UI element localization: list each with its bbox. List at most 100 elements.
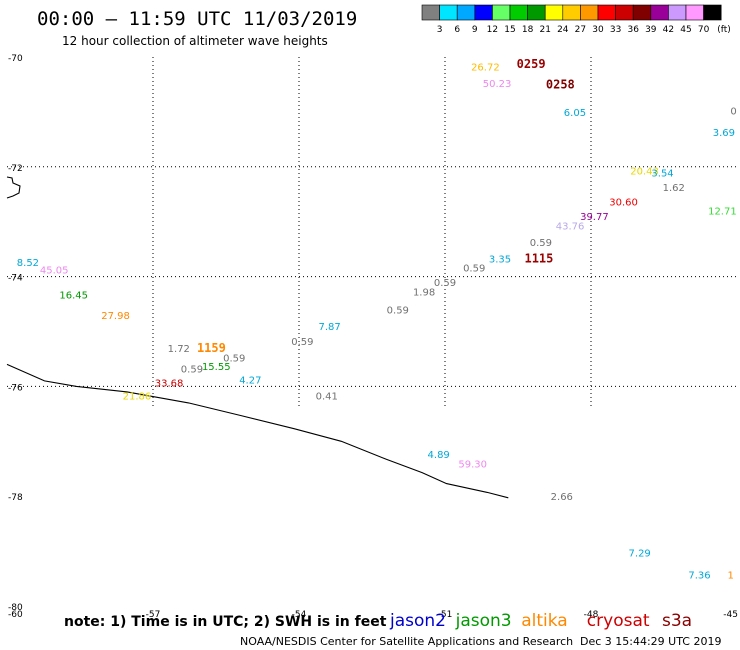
wave-height-label: 0.41 bbox=[316, 392, 338, 403]
x-tick-label: -57 bbox=[146, 610, 161, 620]
colorbar-label: 3 bbox=[437, 25, 443, 35]
wave-height-label: 0.59 bbox=[291, 337, 313, 348]
wave-height-label: 0.59 bbox=[530, 238, 552, 249]
y-tick-label: -78 bbox=[8, 493, 23, 503]
colorbar-swatch bbox=[544, 4, 564, 21]
wave-height-label: 0.59 bbox=[463, 263, 485, 274]
colorbar-label: 33 bbox=[610, 25, 621, 35]
x-tick-label: -51 bbox=[438, 610, 453, 620]
wave-height-label: 43.76 bbox=[556, 222, 585, 233]
footer-credit: NOAA/NESDIS Center for Satellite Applica… bbox=[240, 635, 573, 648]
colorbar-label: 6 bbox=[454, 25, 460, 35]
footer-note: note: 1) Time is in UTC; 2) SWH is in fe… bbox=[64, 614, 387, 630]
satellite-legend-item: cryosat bbox=[587, 611, 650, 631]
satellite-legend-item: jason3 bbox=[455, 611, 512, 631]
map-grid: -70 -72 -74 -76 -78 -80-60 -57 -54 -51 -48 -45 bbox=[7, 54, 738, 620]
wave-height-label: 1.62 bbox=[663, 183, 685, 194]
satellite-legend-item: s3a bbox=[662, 611, 692, 631]
y-tick-label: -72 bbox=[8, 164, 23, 174]
colorbar-swatch bbox=[703, 4, 722, 21]
wave-height-label: 50.23 bbox=[483, 79, 512, 90]
wave-height-label: 21.86 bbox=[123, 392, 152, 403]
colorbar-swatch bbox=[492, 4, 511, 21]
colorbar-label: 30 bbox=[592, 25, 604, 35]
colorbar-unit: (ft) bbox=[717, 25, 731, 35]
wave-height-label: 16.45 bbox=[59, 291, 88, 302]
wave-height-label: 6.05 bbox=[564, 108, 586, 119]
y-tick-label: -80 bbox=[8, 603, 23, 613]
x-tick-label: -54 bbox=[292, 610, 307, 620]
colorbar-swatch bbox=[421, 4, 440, 21]
wave-height-label: 1.98 bbox=[413, 287, 435, 298]
colorbar-label: 27 bbox=[575, 25, 586, 35]
wave-height-label: 8.52 bbox=[17, 258, 39, 269]
colorbar-swatch bbox=[474, 4, 493, 21]
y-tick-label: -74 bbox=[8, 274, 23, 284]
wave-height-label: 0.59 bbox=[387, 306, 409, 317]
wave-height-label: 59.30 bbox=[458, 459, 487, 470]
wave-height-label: 7.36 bbox=[688, 571, 710, 582]
wave-height-label: 3.35 bbox=[489, 254, 511, 265]
x-tick-label: -60 bbox=[8, 610, 23, 620]
x-tick-label: -48 bbox=[584, 610, 599, 620]
time-label: 0259 bbox=[517, 57, 546, 71]
y-tick-label: -70 bbox=[8, 54, 23, 64]
colorbar-swatch bbox=[650, 4, 669, 21]
colorbar-label: 42 bbox=[663, 25, 674, 35]
time-label: 1115 bbox=[524, 251, 553, 265]
wave-height-label: 0.59 bbox=[181, 364, 203, 375]
colorbar-label: 24 bbox=[557, 25, 569, 35]
colorbar-label: 45 bbox=[680, 25, 691, 35]
wave-height-label: 1 bbox=[727, 571, 733, 582]
wave-height-label: 0 bbox=[730, 106, 736, 117]
wave-height-label: 33.68 bbox=[155, 379, 184, 390]
chart-title: 00:00 — 11:59 UTC 11/03/2019 bbox=[37, 8, 357, 30]
colorbar-swatch bbox=[632, 4, 652, 21]
colorbar-swatch bbox=[668, 4, 687, 21]
wave-height-label: 26.72 bbox=[471, 62, 500, 73]
colorbar-label: 18 bbox=[522, 25, 534, 35]
time-label: 0258 bbox=[546, 77, 575, 91]
colorbar-swatch bbox=[527, 4, 546, 21]
satellite-legend: jason2 jason3 altika cryosat s3a bbox=[389, 611, 692, 631]
wave-height-label: 2.66 bbox=[551, 492, 573, 503]
colorbar-swatch bbox=[615, 4, 634, 21]
wave-height-label: 39.77 bbox=[580, 212, 609, 223]
colorbar-swatch bbox=[597, 4, 616, 21]
colorbar-label: 70 bbox=[698, 25, 710, 35]
colorbar-swatch bbox=[562, 4, 581, 21]
colorbar-label: 12 bbox=[487, 25, 498, 35]
coastline bbox=[6, 176, 509, 499]
time-label: 1159 bbox=[197, 341, 226, 355]
satellite-legend-item: altika bbox=[521, 611, 568, 631]
color-scale-bar: 3 6 9 12 15 18 21 24 27 30 33 36 39 42 45 70 (ft) bbox=[421, 4, 731, 35]
island-outline bbox=[6, 176, 21, 199]
wave-height-label: 4.89 bbox=[428, 450, 450, 461]
colorbar-label: 21 bbox=[539, 25, 550, 35]
chart-subtitle: 12 hour collection of altimeter wave hei… bbox=[62, 34, 328, 48]
satellite-legend-item: jason2 bbox=[389, 611, 446, 631]
y-tick-label: -76 bbox=[8, 383, 23, 393]
wave-height-label: 15.55 bbox=[202, 362, 231, 373]
colorbar-label: 36 bbox=[627, 25, 639, 35]
colorbar-swatch bbox=[580, 4, 599, 21]
colorbar-label: 15 bbox=[504, 25, 515, 35]
colorbar-label: 39 bbox=[645, 25, 657, 35]
wave-height-label: 0.59 bbox=[434, 278, 456, 289]
wave-height-label: 7.29 bbox=[629, 549, 651, 560]
wave-height-label: 1.72 bbox=[168, 344, 190, 355]
x-tick-label: -45 bbox=[723, 610, 738, 620]
wave-height-label: 30.60 bbox=[609, 197, 638, 208]
colorbar-swatch bbox=[509, 4, 528, 21]
header: 00:00 — 11:59 UTC 11/03/2019 12 hour col… bbox=[37, 8, 357, 48]
wave-height-label: 45.05 bbox=[40, 265, 69, 276]
colorbar-swatch bbox=[439, 4, 458, 21]
wave-height-label: 27.98 bbox=[101, 311, 130, 322]
wave-height-label: 12.71 bbox=[708, 207, 737, 218]
colorbar-label: 9 bbox=[472, 25, 478, 35]
wave-height-label: 4.27 bbox=[239, 375, 261, 386]
coastline-path bbox=[6, 363, 509, 499]
